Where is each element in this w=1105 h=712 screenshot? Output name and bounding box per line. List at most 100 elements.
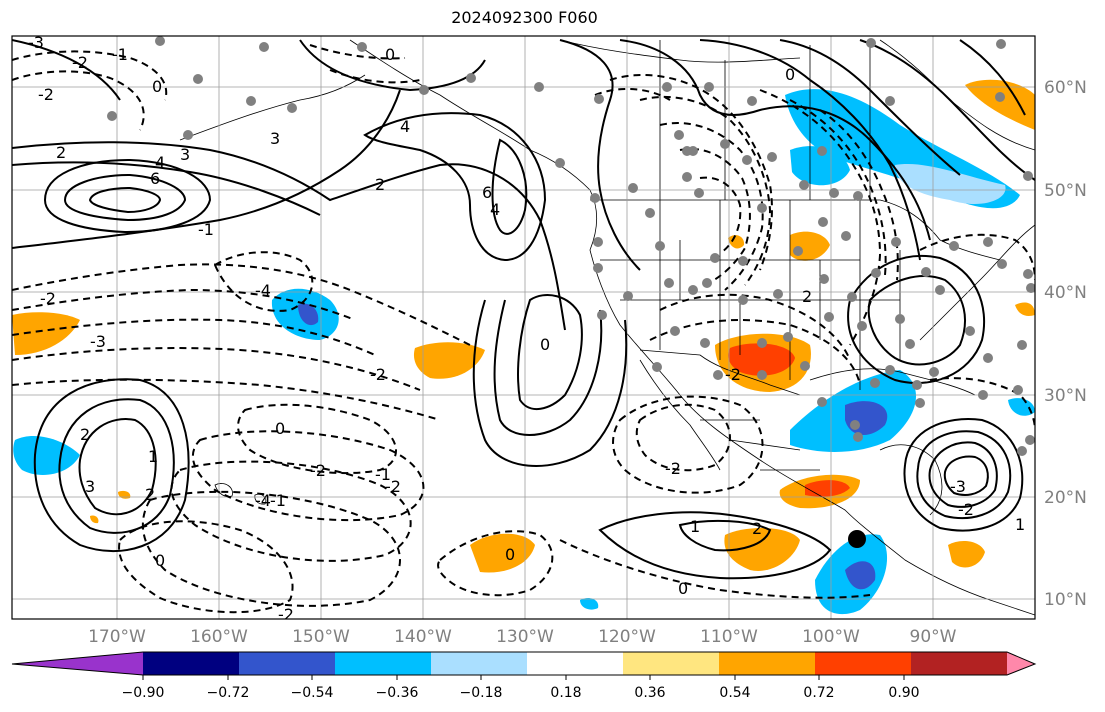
contour-dashed (699, 176, 742, 253)
contour-solid (943, 455, 989, 496)
contour-label: -2 (665, 459, 681, 478)
colorbar-label: −0.90 (122, 685, 165, 701)
lon-tick-label: 160°W (190, 627, 248, 647)
contour-label: -2 (385, 477, 401, 496)
contour-label: 0 (678, 579, 688, 598)
storm-center-marker (848, 530, 866, 548)
map-title: 2024092300 F060 (451, 8, 598, 27)
lat-tick-label: 30°N (1044, 386, 1087, 406)
contour-label: -1 (375, 465, 391, 484)
contour-label: 6 (150, 169, 160, 188)
contour-dashed (639, 96, 772, 286)
shade-orange-pacific (413, 342, 485, 379)
coast-gulf (809, 368, 976, 396)
coast-baja (639, 359, 721, 471)
contour-label: -2 (40, 289, 56, 308)
contour-label: -2 (725, 365, 741, 384)
colorbar-label: 0.90 (888, 685, 919, 701)
contour-label: -1 (198, 220, 214, 239)
contour-label: -2 (278, 605, 294, 624)
contour-label: -1 (270, 491, 286, 510)
colorbar-label: −0.72 (207, 685, 250, 701)
colorbar-cell (335, 652, 432, 675)
colorbar-label: 0.72 (803, 685, 834, 701)
contour-solid (363, 112, 547, 262)
contour-solid (33, 378, 190, 552)
lon-tick-label: 110°W (700, 627, 758, 647)
contour-solid (867, 275, 966, 366)
canada-provinces (659, 40, 871, 200)
lat-lon-grid (12, 36, 1035, 619)
contour-label: -2 (958, 500, 974, 519)
contour-solid (779, 39, 961, 176)
contour-solid (78, 418, 157, 516)
contour-solid (847, 254, 986, 385)
contour-dashed (659, 121, 764, 291)
contour-dashed (612, 395, 764, 494)
contour-label: 3 (180, 145, 190, 164)
contour-label: 2 (752, 519, 762, 538)
contour-solid (58, 398, 175, 534)
colorbar-extend-min (12, 652, 143, 675)
contour-label: 6 (482, 183, 492, 202)
colorbar: −0.90 −0.72 −0.54 −0.36 −0.18 0.18 0.36 … (11, 651, 1037, 701)
colorbar-label: −0.54 (291, 685, 334, 701)
colorbar-cell (239, 652, 336, 675)
lon-tick-labels: 170°W 160°W 150°W 140°W 130°W 120°W 110°… (88, 627, 957, 647)
shade-orange-co (728, 235, 745, 249)
coast-alaska-peninsula (179, 74, 366, 141)
lat-tick-labels: 10°N 20°N 30°N 40°N 50°N 60°N (1044, 78, 1087, 610)
contour-label: -2 (370, 365, 386, 384)
contour-label: 1 (690, 517, 700, 536)
lat-tick-label: 20°N (1044, 488, 1087, 508)
contour-label: 1 (148, 447, 158, 466)
contour-solid (928, 441, 998, 508)
contour-dashed (12, 263, 471, 346)
contour-dashed (237, 403, 397, 475)
lon-tick-label: 170°W (88, 627, 146, 647)
contour-dashed (12, 318, 376, 356)
contour-solid (959, 39, 1026, 116)
lon-tick-label: 150°W (292, 627, 350, 647)
contour-dashed (659, 293, 851, 361)
lon-tick-label: 140°W (394, 627, 452, 647)
contour-solid (678, 519, 772, 552)
colorbar-cell (623, 652, 720, 675)
contour-dashed (559, 539, 871, 599)
shade-orange-ne (965, 79, 1035, 130)
contour-solid (559, 39, 641, 271)
contour-solid (12, 161, 321, 216)
contour-dashed (919, 233, 1035, 281)
colorbar-label: −0.36 (376, 685, 419, 701)
contour-label: 3 (85, 477, 95, 496)
colorbar-cells (12, 652, 1035, 675)
contour-dashed (118, 520, 294, 614)
map-layers: -3 -2 -1 0 0 -2 2 3 4 6 2 3 4 6 -2 -4 -3… (12, 36, 1035, 624)
contour-solid (859, 39, 1035, 181)
contour-label: 4 (155, 153, 165, 172)
contour-label: 0 (155, 551, 165, 570)
contour-label: -2 (310, 461, 326, 480)
coast-alaska (349, 39, 1035, 616)
contour-label: 4 (400, 117, 410, 136)
shade-orange-tiny2 (90, 515, 99, 524)
shade-orange-west (12, 312, 80, 355)
contour-label: 1 (1015, 515, 1025, 534)
contour-dashed (609, 74, 773, 271)
contour-label: 2 (375, 175, 385, 194)
lat-tick-label: 50°N (1044, 181, 1087, 201)
contour-solid (619, 39, 931, 241)
contour-label: -1 (112, 45, 128, 64)
contour-dashed (329, 69, 421, 84)
shade-orange-small-epac (470, 533, 535, 573)
contour-label: 2 (802, 287, 812, 306)
lon-tick-label: 130°W (496, 627, 554, 647)
shade-blue-canada (790, 146, 850, 186)
map-frame (11, 35, 1036, 620)
contour-label: 0 (505, 545, 515, 564)
lat-tick-label: 40°N (1044, 283, 1087, 303)
shade-blue-canada-light (895, 164, 1006, 205)
colorbar-extend-max (1007, 652, 1035, 675)
lon-tick-label: 90°W (910, 627, 957, 647)
